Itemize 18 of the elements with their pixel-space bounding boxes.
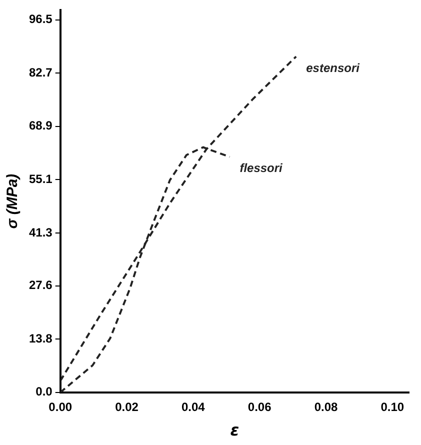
y-axis-title: σ (MPa) [4, 174, 22, 229]
x-tick-label: 0.08 [314, 400, 338, 414]
x-tick-label: 0.06 [248, 400, 272, 414]
x-tick-label: 0.02 [115, 400, 139, 414]
y-tick-label: 41.3 [28, 225, 53, 240]
x-axis-title: ε [230, 420, 240, 440]
y-tick-label: 68.9 [28, 118, 53, 133]
y-tick-label: 55.1 [28, 172, 53, 186]
y-tick-label: 27.6 [28, 278, 53, 292]
series-label: estensori [306, 60, 360, 75]
y-tick-label: 0.0 [36, 384, 53, 399]
y-tick-label: 82.7 [28, 65, 53, 80]
x-tick-label: 0.10 [380, 400, 404, 414]
series-label: flessori [240, 161, 284, 176]
x-tick-label: 0.00 [48, 400, 72, 414]
y-tick-label: 13.8 [28, 331, 53, 346]
x-tick-label: 0.04 [181, 400, 206, 414]
y-tick-label: 96.5 [28, 12, 53, 26]
